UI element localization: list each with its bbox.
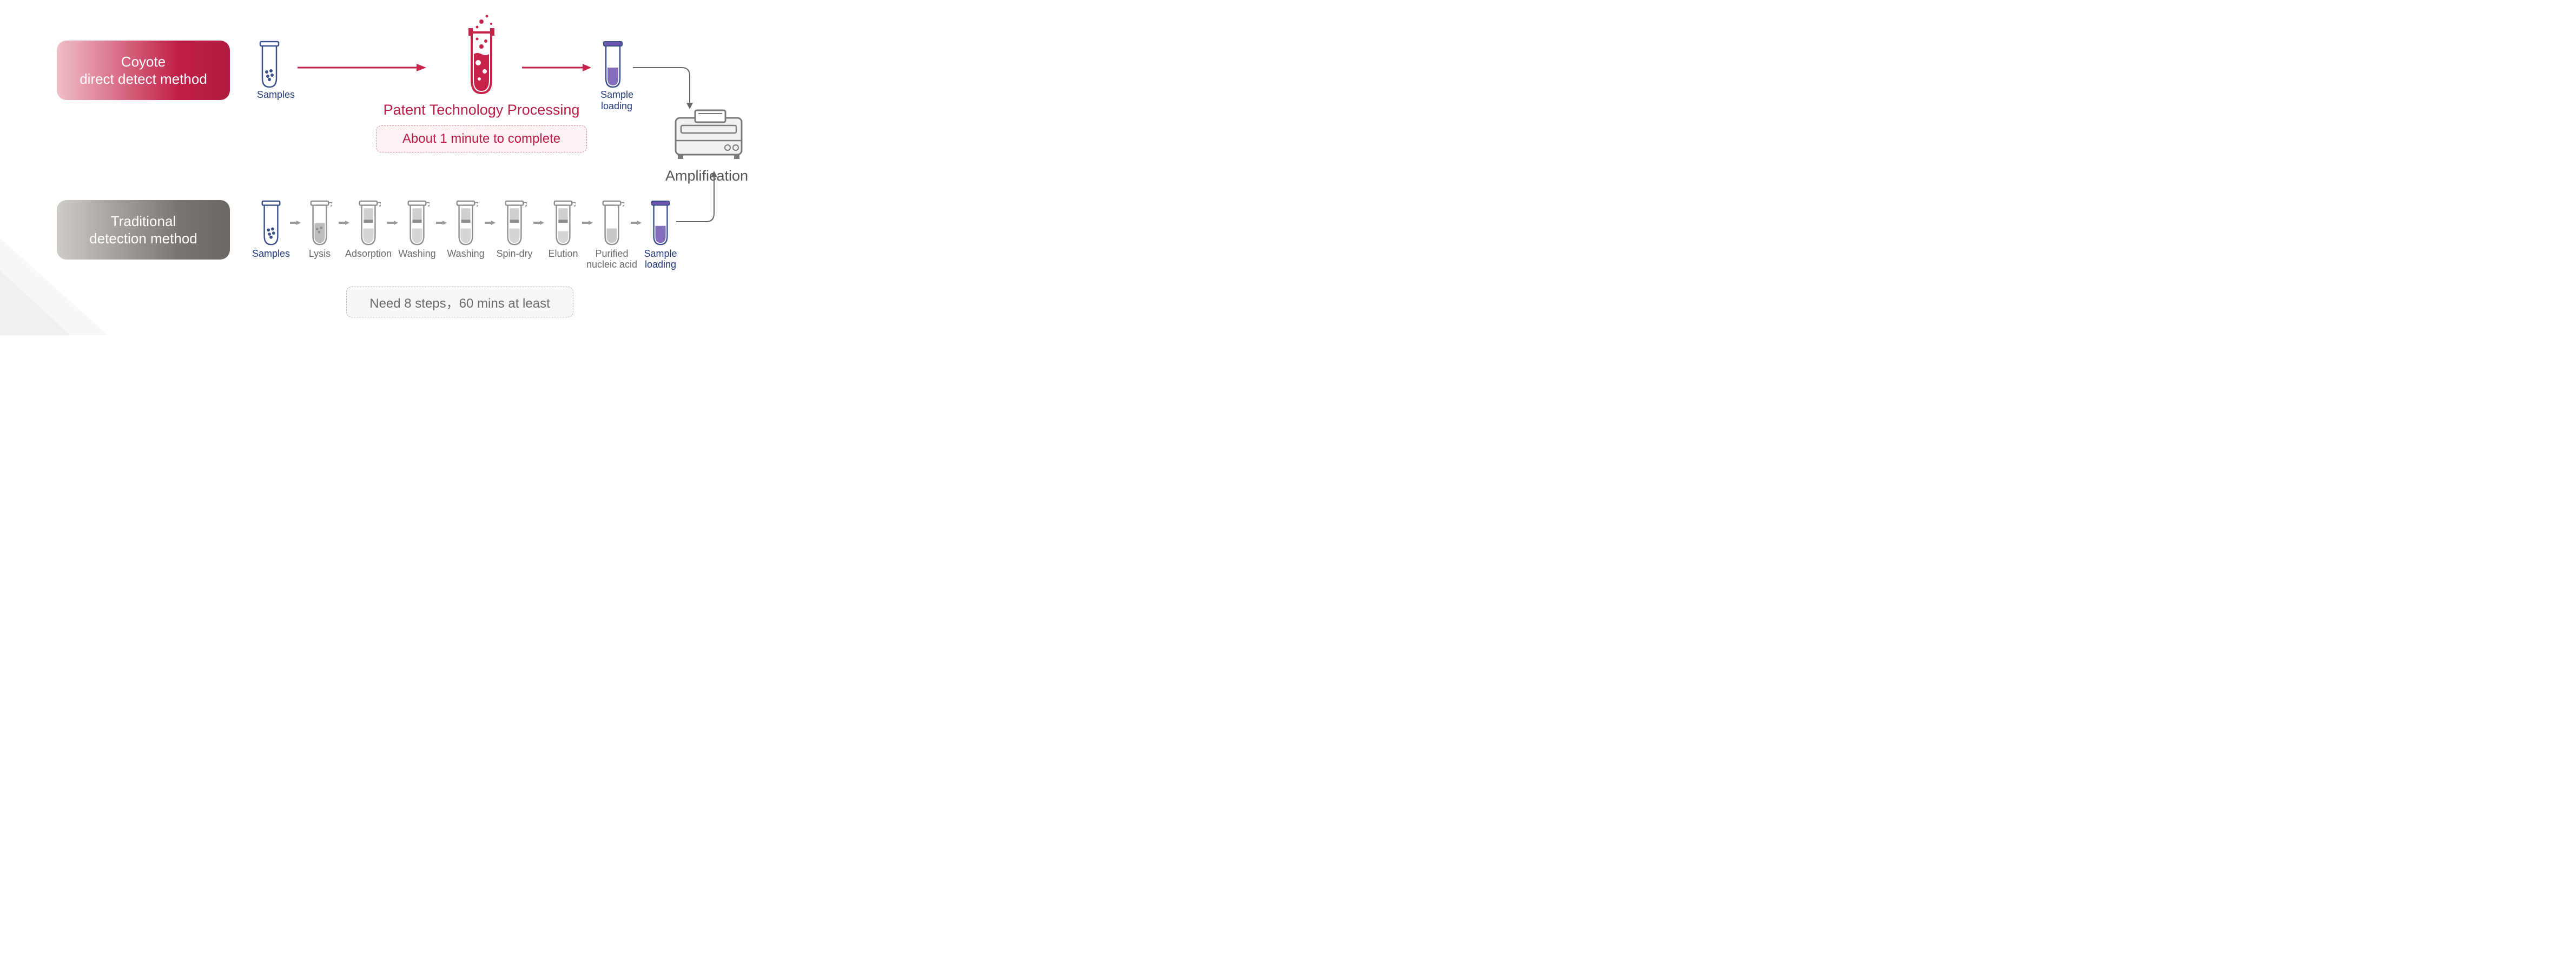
patent-test-tube	[449, 11, 514, 97]
traditional-step-0: Samples	[254, 200, 288, 260]
step-arrow	[436, 221, 447, 225]
machine-icon	[673, 108, 744, 162]
step-arrow	[290, 221, 301, 225]
step-arrow	[387, 221, 398, 225]
traditional-step-label: Sampleloading	[644, 249, 677, 270]
step-arrow	[485, 221, 496, 225]
traditional-pill-line1: Traditional	[111, 213, 176, 229]
traditional-step-label: Lysis	[309, 249, 331, 260]
traditional-step-label: Purifiednucleic acid	[586, 249, 637, 270]
connector-top	[630, 65, 722, 114]
traditional-step-label: Samples	[252, 249, 290, 260]
test-tube-icon	[449, 11, 514, 97]
traditional-steps-row: Samples Lysis Adsorption Washing Washing Spin…	[254, 200, 677, 270]
red-arrow-1	[298, 62, 427, 73]
traditional-step-6: Elution	[546, 200, 580, 260]
traditional-step-label: Spin-dry	[496, 249, 532, 260]
step-arrow	[582, 221, 593, 225]
decorative-wedge	[0, 238, 119, 335]
traditional-step-label: Washing	[447, 249, 484, 260]
patent-title: Patent Technology Processing	[368, 102, 595, 118]
connector-bottom	[673, 168, 733, 227]
traditional-step-5: Spin-dry	[498, 200, 531, 260]
sample-tube-icon	[257, 41, 282, 89]
step-arrow	[631, 221, 642, 225]
step-arrow	[533, 221, 544, 225]
traditional-step-1: Lysis	[303, 200, 336, 260]
traditional-step-2: Adsorption	[352, 200, 385, 260]
traditional-step-7: Purifiednucleic acid	[595, 200, 629, 270]
traditional-step-3: Washing	[400, 200, 434, 260]
about-1-minute-box: About 1 minute to complete	[376, 125, 587, 152]
traditional-step-label: Elution	[548, 249, 578, 260]
comparison-diagram: Coyote direct detect method Samples	[11, 11, 835, 324]
traditional-step-4: Washing	[449, 200, 483, 260]
top-sample-loading-label: Sample loading	[600, 89, 633, 111]
amplification-machine	[673, 108, 744, 162]
need-8-steps-box: Need 8 steps，60 mins at least	[346, 287, 573, 317]
top-samples-tube: Samples	[257, 41, 295, 101]
coyote-pill-line2: direct detect method	[80, 71, 207, 87]
coyote-pill-line1: Coyote	[121, 54, 166, 70]
sample-loading-tube-icon	[600, 41, 625, 89]
red-arrow-2	[522, 62, 592, 73]
coyote-method-pill: Coyote direct detect method	[57, 41, 230, 100]
traditional-step-label: Washing	[398, 249, 435, 260]
step-arrow	[339, 221, 349, 225]
top-samples-label: Samples	[257, 89, 295, 101]
top-sample-loading-tube: Sample loading	[600, 41, 633, 111]
traditional-step-label: Adsorption	[345, 249, 392, 260]
traditional-step-8: Sampleloading	[644, 200, 677, 270]
